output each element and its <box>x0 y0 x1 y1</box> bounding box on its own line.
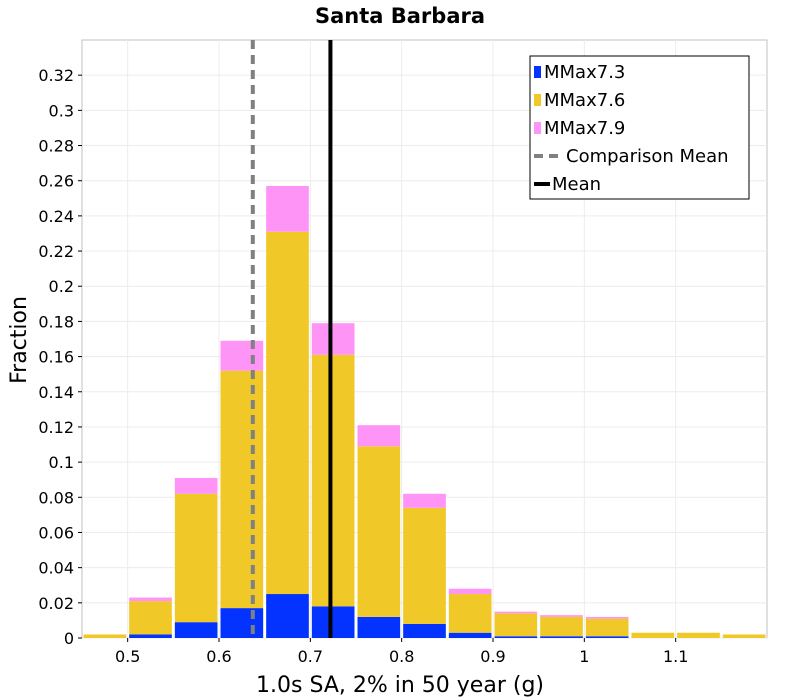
bar-segment <box>540 615 583 617</box>
x-tick-label: 0.9 <box>480 647 505 666</box>
bar-segment <box>540 636 583 638</box>
y-tick-label: 0.26 <box>38 172 74 191</box>
x-axis: 0.5 0.6 0.7 0.8 0.9 1 1.1 <box>115 638 688 666</box>
y-tick-label: 0.16 <box>38 348 74 367</box>
bar-segment <box>494 613 538 637</box>
y-tick-label: 0.06 <box>38 523 74 542</box>
y-tick-label: 0.1 <box>49 453 74 472</box>
bar-segment <box>129 597 172 602</box>
y-tick-label: 0.24 <box>38 207 74 226</box>
bar-segment <box>220 608 264 638</box>
bar-segment <box>403 623 446 638</box>
y-axis-title: Fraction <box>7 296 32 384</box>
y-tick-label: 0.12 <box>38 418 74 437</box>
legend-box <box>529 55 750 200</box>
bar-segment <box>357 616 401 638</box>
bar-segment <box>677 632 720 638</box>
bars <box>83 185 766 638</box>
y-tick-label: 0.22 <box>38 242 74 261</box>
legend-label: MMax7.3 <box>544 62 625 83</box>
bar-segment <box>174 493 218 623</box>
bar-segment <box>174 477 218 494</box>
bar-segment <box>357 446 401 617</box>
bar-segment <box>83 634 127 638</box>
bar-segment <box>403 507 446 624</box>
bar-segment <box>220 340 264 371</box>
bar-segment <box>540 616 583 637</box>
legend-label: MMax7.9 <box>544 118 625 139</box>
y-tick-label: 0.32 <box>38 66 74 85</box>
x-tick-label: 0.5 <box>115 647 140 666</box>
bar-segment <box>585 618 629 637</box>
bar-segment <box>266 185 309 232</box>
bar-segment <box>311 323 355 355</box>
bar-segment <box>585 616 629 619</box>
bar-segment <box>311 606 355 638</box>
bar-segment <box>631 632 675 638</box>
legend-swatch <box>534 122 541 134</box>
bar-segment <box>129 634 172 638</box>
x-axis-title: 1.0s SA, 2% in 50 year (g) <box>256 673 544 698</box>
bar-segment <box>494 636 538 638</box>
bar-segment <box>448 588 492 595</box>
y-tick-label: 0.14 <box>38 383 74 402</box>
y-tick-label: 0.3 <box>49 101 74 120</box>
bar-segment <box>448 632 492 638</box>
legend: MMax7.3 MMax7.6 MMax7.9 Comparison Mean Mean <box>529 55 750 200</box>
bar-segment <box>585 636 629 638</box>
y-tick-label: 0.28 <box>38 137 74 156</box>
bar-segment <box>311 354 355 607</box>
legend-label: MMax7.6 <box>544 90 625 111</box>
y-tick-label: 0.18 <box>38 312 74 331</box>
bar-segment <box>129 601 172 635</box>
bar-segment <box>357 425 401 447</box>
bar-segment <box>266 231 309 595</box>
mean-lines <box>250 40 333 638</box>
x-tick-label: 0.7 <box>298 647 323 666</box>
bar-segment <box>266 594 309 638</box>
x-tick-label: 0.8 <box>389 647 414 666</box>
bar-segment <box>722 634 766 638</box>
y-axis: 0 0.02 0.04 0.06 0.08 0.1 0.12 0.14 0.16 0.18 0.2 0… <box>38 66 82 648</box>
y-tick-label: 0.02 <box>38 594 74 613</box>
y-tick-label: 0.08 <box>38 488 74 507</box>
bar-segment <box>403 493 446 508</box>
y-tick-label: 0.2 <box>49 277 74 296</box>
bar-segment <box>494 611 538 614</box>
bar-segment <box>174 622 218 638</box>
bar-segment <box>448 594 492 633</box>
chart-title: Santa Barbara <box>315 4 485 28</box>
x-tick-label: 0.6 <box>206 647 231 666</box>
x-tick-label: 1 <box>579 647 589 666</box>
legend-swatch <box>534 94 541 106</box>
legend-label: Comparison Mean <box>566 146 729 167</box>
y-tick-label: 0.04 <box>38 559 74 578</box>
y-tick-label: 0 <box>64 629 74 648</box>
bar-segment <box>220 370 264 609</box>
legend-swatch <box>534 66 541 78</box>
x-tick-label: 1.1 <box>663 647 688 666</box>
legend-label: Mean <box>552 174 601 195</box>
